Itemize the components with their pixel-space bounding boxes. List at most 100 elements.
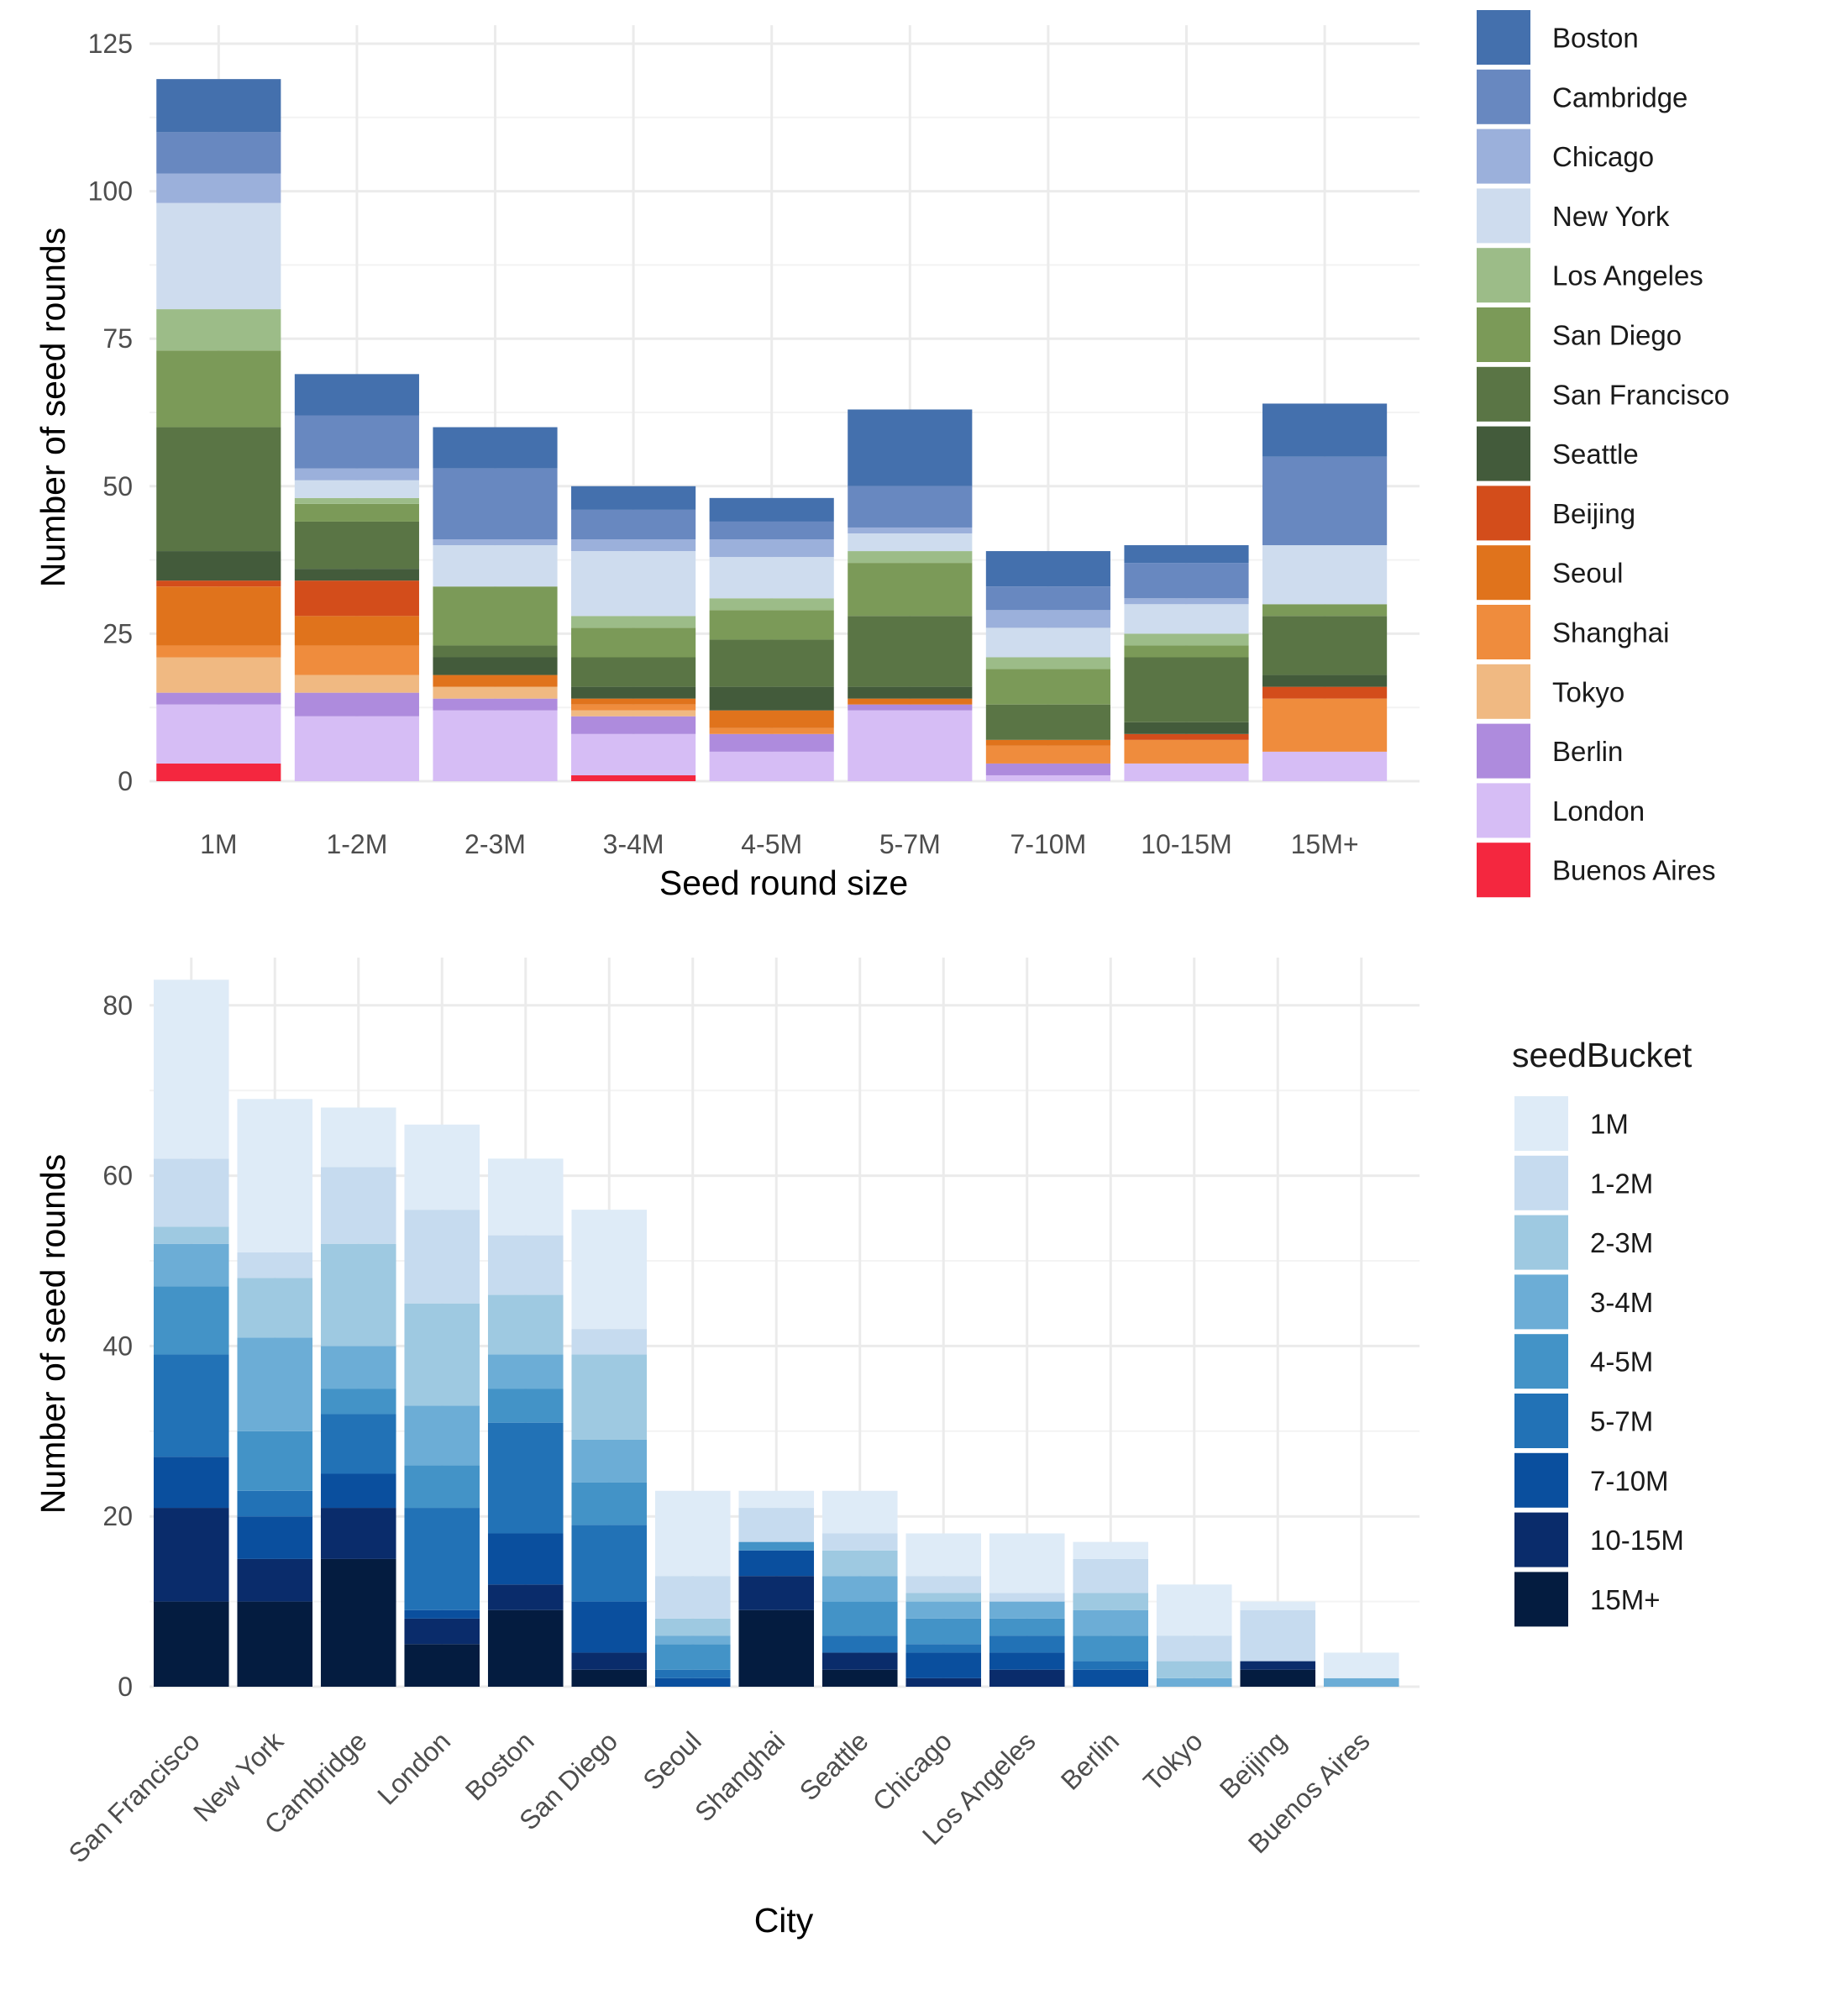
y-tick-label: 60 <box>102 1161 133 1191</box>
bar-segment-los-angeles-1m <box>989 1533 1065 1593</box>
bar-segment-san-francisco-7-10m <box>153 1457 229 1509</box>
bar-segment-seoul-7-10m <box>654 1677 731 1687</box>
bar-segment-5-7m-boston <box>848 409 973 486</box>
bar-segment-1-2m-shanghai <box>294 645 419 675</box>
bar-segment-boston-4-5m <box>487 1389 564 1423</box>
bar-segment-4-5m-berlin <box>709 733 834 752</box>
bar-segment-4-5m-boston <box>709 497 834 522</box>
bar-segment-1-2m-berlin <box>294 692 419 717</box>
bar-segment-new-york-1m <box>237 1099 313 1252</box>
legend-label-15m: 15M+ <box>1590 1584 1660 1615</box>
bar-segment-london-3-4m <box>404 1405 480 1466</box>
bar-segment-3-4m-london <box>571 733 696 775</box>
bar-segment-los-angeles-5-7m <box>989 1635 1065 1653</box>
bar-segment-5-7m-san-diego <box>848 563 973 617</box>
x-tick-label: London <box>371 1725 456 1810</box>
legend-key-san-diego <box>1477 307 1530 362</box>
legend-key-cambridge <box>1477 69 1530 124</box>
bar-segment-seoul-1-2m <box>654 1576 731 1619</box>
bar-segment-beijing-1m <box>1240 1601 1316 1610</box>
bar-segment-3-4m-seattle <box>571 686 696 699</box>
bar-segment-new-york-5-7m <box>237 1490 313 1517</box>
legend-key-4-5m <box>1514 1334 1568 1389</box>
bar-segment-tokyo-3-4m <box>1156 1677 1232 1687</box>
bar-segment-1-2m-san-francisco <box>294 521 419 570</box>
bar-segment-1m-los-angeles <box>156 309 281 351</box>
bar-segment-chicago-1-2m <box>905 1576 982 1593</box>
bar-segment-3-4m-shanghai <box>571 704 696 711</box>
bar-segment-1-2m-san-diego <box>294 503 419 522</box>
chart1-bars <box>156 79 1388 781</box>
bar-segment-san-francisco-4-5m <box>153 1286 229 1355</box>
bar-segment-3-4m-tokyo <box>571 710 696 717</box>
chart2-x-axis-title: City <box>754 1901 814 1940</box>
bar-segment-seattle-5-7m <box>821 1635 898 1653</box>
x-tick-label: 10-15M <box>1141 829 1232 859</box>
bar-segment-1m-seoul <box>156 586 281 646</box>
bar-segment-1-2m-beijing <box>294 580 419 617</box>
bar-segment-chicago-4-5m <box>905 1618 982 1645</box>
y-tick-label: 125 <box>88 29 133 59</box>
bar-segment-5-7m-seoul <box>848 698 973 705</box>
bar-segment-shanghai-4-5m <box>738 1541 815 1551</box>
bar-segment-2-3m-chicago <box>433 539 558 546</box>
bar-segment-boston-7-10m <box>487 1533 564 1585</box>
bar-segment-10-15m-seattle <box>1124 722 1249 734</box>
legend-label-tokyo: Tokyo <box>1552 676 1624 707</box>
bar-segment-san-francisco-10-15m <box>153 1508 229 1602</box>
bar-segment-cambridge-3-4m <box>320 1346 396 1389</box>
y-tick-label: 0 <box>118 766 133 796</box>
bar-segment-london-7-10m <box>404 1609 480 1619</box>
legend-label-2-3m: 2-3M <box>1590 1227 1653 1258</box>
bar-segment-7-10m-san-diego <box>985 669 1110 705</box>
bar-segment-buenos-aires-3-4m <box>1323 1677 1399 1687</box>
bar-segment-1-2m-boston <box>294 374 419 416</box>
y-tick-label: 80 <box>102 990 133 1021</box>
legend-key-san-francisco <box>1477 366 1530 422</box>
bar-segment-1m-cambridge <box>156 132 281 174</box>
bar-segment-san-diego-1-2m <box>571 1329 648 1355</box>
bar-segment-1m-boston <box>156 79 281 133</box>
y-tick-label: 0 <box>118 1672 133 1702</box>
x-tick-label: Beijing <box>1214 1725 1292 1803</box>
bar-segment-15m-san-diego <box>1262 604 1388 617</box>
x-tick-label: Tokyo <box>1137 1725 1209 1797</box>
bar-segment-15m-beijing <box>1262 686 1388 699</box>
bar-segment-15m-london <box>1262 751 1388 781</box>
bar-segment-seattle-2-3m <box>821 1550 898 1577</box>
bar-segment-7-10m-san-francisco <box>985 704 1110 740</box>
chart2-y-axis-title: Number of seed rounds <box>34 1154 72 1514</box>
bar-segment-chicago-1m <box>905 1533 982 1577</box>
bar-segment-7-10m-new-york <box>985 627 1110 658</box>
bar-segment-1-2m-tokyo <box>294 675 419 693</box>
bar-segment-new-york-2-3m <box>237 1278 313 1338</box>
legend-label-3-4m: 3-4M <box>1590 1287 1653 1318</box>
legend-label-beijing: Beijing <box>1552 498 1635 529</box>
bar-segment-1m-berlin <box>156 692 281 705</box>
x-tick-label: 4-5M <box>741 829 802 859</box>
bar-segment-7-10m-london <box>985 774 1110 781</box>
bar-segment-1-2m-seoul <box>294 616 419 646</box>
legend-label-shanghai: Shanghai <box>1552 617 1669 648</box>
bar-segment-berlin-2-3m <box>1073 1593 1149 1610</box>
bar-segment-4-5m-london <box>709 751 834 781</box>
bar-segment-15m-boston <box>1262 403 1388 457</box>
bar-segment-10-15m-beijing <box>1124 733 1249 740</box>
bar-segment-boston-2-3m <box>487 1294 564 1355</box>
chart1-x-ticks: 1M 1-2M 2-3M 3-4M 4-5M 5-7M 7-10M 10-15M 15M+ <box>200 829 1358 859</box>
bar-segment-10-15m-cambridge <box>1124 563 1249 599</box>
bar-segment-2-3m-san-diego <box>433 586 558 646</box>
bar-segment-10-15m-los-angeles <box>1124 633 1249 646</box>
bar-segment-seattle-1m <box>821 1490 898 1534</box>
bar-segment-san-francisco-1-2m <box>153 1158 229 1227</box>
bar-segment-london-4-5m <box>404 1465 480 1509</box>
bar-segment-new-york-7-10m <box>237 1516 313 1559</box>
bar-segment-seattle-15m <box>821 1669 898 1687</box>
bar-segment-san-diego-10-15m <box>571 1652 648 1670</box>
bar-segment-cambridge-1m <box>320 1107 396 1168</box>
legend-key-seattle <box>1477 426 1530 481</box>
bar-segment-4-5m-san-diego <box>709 610 834 640</box>
bar-segment-shanghai-10-15m <box>738 1576 815 1610</box>
